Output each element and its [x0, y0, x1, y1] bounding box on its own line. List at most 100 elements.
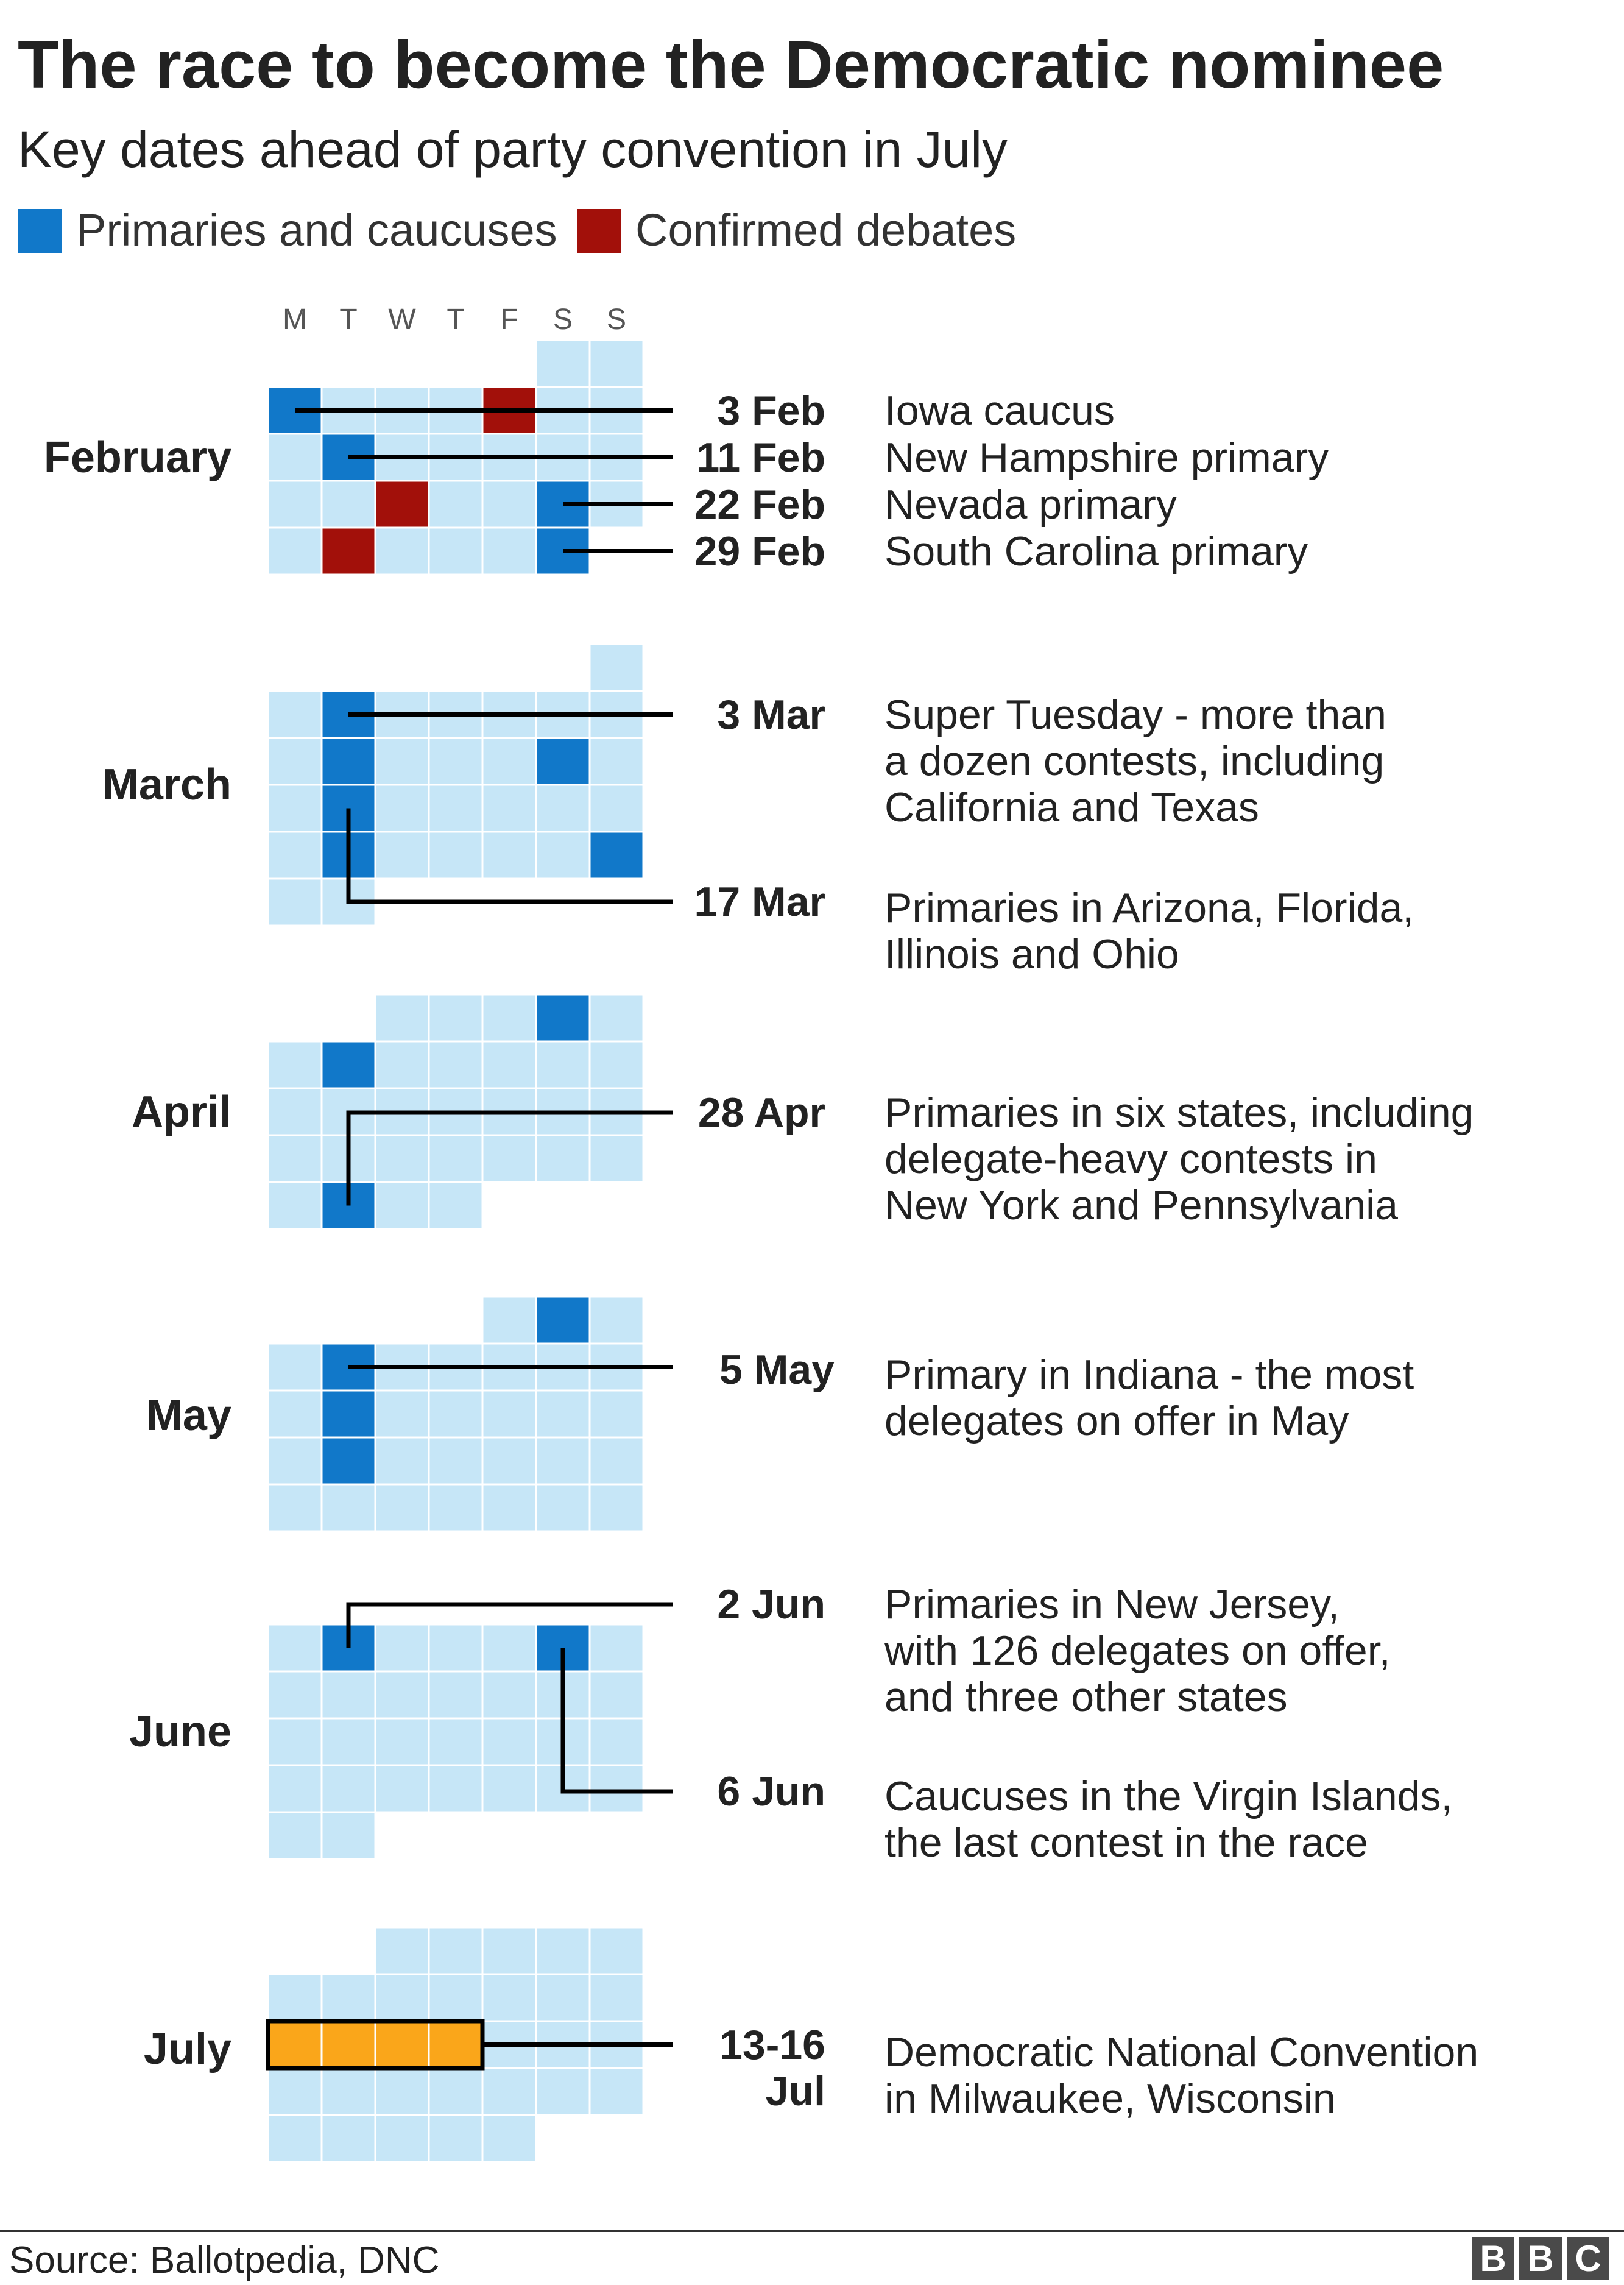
event-date: 29 Feb	[694, 528, 825, 575]
calendar-day	[320, 2114, 376, 2163]
weekday-label: F	[500, 303, 518, 336]
calendar-day	[535, 1483, 591, 1532]
calendar-day	[535, 1040, 591, 1089]
calendar-day	[535, 831, 591, 880]
calendar-day	[535, 1973, 591, 2022]
calendar-day-convention	[374, 2020, 430, 2069]
event-date: 13-16 Jul	[719, 2022, 825, 2114]
calendar-day	[267, 877, 323, 927]
calendar-day	[481, 993, 537, 1043]
calendar-day	[267, 1040, 323, 1089]
event-date: 3 Mar	[717, 692, 825, 738]
calendar-day	[535, 1134, 591, 1183]
calendar-day	[374, 1764, 430, 1813]
calendar-day	[320, 1483, 376, 1532]
calendar-day	[267, 480, 323, 529]
calendar-day	[428, 993, 484, 1043]
calendar-day	[267, 1436, 323, 1486]
calendar-day	[535, 1436, 591, 1486]
event-date: 5 May	[719, 1347, 835, 1393]
month-label-march: March	[102, 760, 231, 809]
calendar-day	[428, 2067, 484, 2116]
calendar-day	[481, 1717, 537, 1766]
calendar-day	[481, 1670, 537, 1720]
calendar-day	[267, 737, 323, 786]
calendar-day	[267, 1717, 323, 1766]
calendar-day	[481, 1623, 537, 1673]
calendar-day	[588, 1483, 644, 1532]
month-label-april: April	[131, 1088, 231, 1136]
calendar-day	[320, 480, 376, 529]
calendar-day	[428, 1436, 484, 1486]
calendar-day	[481, 2114, 537, 2163]
calendar-day	[267, 2114, 323, 2163]
calendar-day	[481, 1973, 537, 2022]
calendar-day	[535, 339, 591, 388]
calendar-day	[374, 993, 430, 1043]
calendar-day-debate	[320, 526, 376, 576]
calendar-day	[588, 1973, 644, 2022]
calendar-day	[588, 1436, 644, 1486]
calendar-day	[374, 526, 430, 576]
calendar-day	[267, 1670, 323, 1720]
calendar-day	[267, 690, 323, 739]
event-description: Primary in Indiana - the most delegates …	[884, 1352, 1414, 1444]
calendar-day	[428, 784, 484, 833]
event-date: 28 Apr	[697, 1089, 825, 1136]
calendar-day	[374, 2114, 430, 2163]
calendar-day	[588, 1134, 644, 1183]
event-date: 11 Feb	[696, 434, 825, 481]
calendar-day	[267, 831, 323, 880]
calendar-day	[588, 2067, 644, 2116]
calendar-day	[267, 1087, 323, 1136]
calendar-day	[535, 1926, 591, 1975]
calendar-day	[267, 1811, 323, 1860]
calendar-day	[481, 831, 537, 880]
calendar-day	[428, 1040, 484, 1089]
calendar-day	[588, 1670, 644, 1720]
calendar-day	[428, 737, 484, 786]
calendar-day	[374, 1181, 430, 1230]
event-description: Caucuses in the Virgin Islands, the last…	[884, 1773, 1453, 1866]
chart-subtitle: Key dates ahead of party convention in J…	[18, 121, 1008, 178]
event-date: 2 Jun	[717, 1581, 825, 1628]
calendar-day	[320, 1670, 376, 1720]
calendar-day	[588, 1717, 644, 1766]
legend-swatch-primaries	[18, 209, 62, 253]
event-connector-line	[560, 1648, 673, 1794]
event-date: 17 Mar	[694, 879, 825, 925]
calendar-day	[428, 526, 484, 576]
event-date: 3 Feb	[717, 388, 825, 434]
calendar-day	[428, 1764, 484, 1813]
weekday-label: S	[553, 303, 573, 336]
chart-title: The race to become the Democratic nomine…	[18, 27, 1444, 102]
event-description: Super Tuesday - more than a dozen contes…	[884, 692, 1387, 831]
calendar-grid	[266, 339, 673, 2163]
event-description: Nevada primary	[884, 481, 1177, 528]
calendar-day	[320, 1973, 376, 2022]
calendar-day	[481, 480, 537, 529]
calendar-day	[267, 1389, 323, 1439]
calendar-day	[320, 1811, 376, 1860]
calendar-day	[428, 480, 484, 529]
calendar-day	[588, 737, 644, 786]
calendar-day	[374, 1436, 430, 1486]
calendar-day	[374, 1483, 430, 1532]
calendar-day	[428, 1389, 484, 1439]
event-connector-line	[346, 1602, 673, 1648]
calendar-day	[374, 737, 430, 786]
calendar-day	[320, 1717, 376, 1766]
calendar-day	[374, 1623, 430, 1673]
calendar-day	[267, 526, 323, 576]
calendar-day-primary	[320, 1040, 376, 1089]
calendar-day-primary	[320, 1436, 376, 1486]
calendar-day	[428, 1973, 484, 2022]
footer-divider	[0, 2230, 1624, 2232]
calendar-day	[588, 993, 644, 1043]
calendar-day	[374, 1973, 430, 2022]
weekday-label: T	[339, 303, 358, 336]
calendar-day	[374, 784, 430, 833]
calendar-day	[267, 784, 323, 833]
calendar-day	[481, 1926, 537, 1975]
month-label-july: July	[143, 2025, 231, 2074]
